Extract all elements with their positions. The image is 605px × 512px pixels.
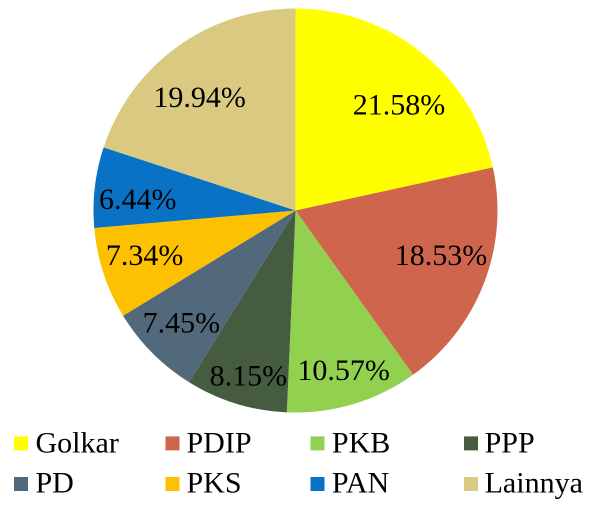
svg-text:PD: PD [36,467,74,500]
svg-text:PKS: PKS [187,467,242,500]
svg-text:PKB: PKB [332,426,390,459]
svg-text:8.15%: 8.15% [210,359,288,392]
svg-text:21.58%: 21.58% [353,89,446,122]
svg-text:7.34%: 7.34% [106,239,184,272]
svg-text:19.94%: 19.94% [153,81,246,114]
svg-text:PPP: PPP [485,426,535,459]
svg-text:10.57%: 10.57% [297,354,390,387]
svg-text:PDIP: PDIP [187,426,252,459]
svg-text:Golkar: Golkar [36,426,119,459]
svg-text:18.53%: 18.53% [395,239,488,272]
svg-text:7.45%: 7.45% [143,307,221,340]
svg-text:6.44%: 6.44% [99,183,177,216]
svg-text:Lainnya: Lainnya [485,467,583,500]
svg-text:PAN: PAN [332,467,389,500]
